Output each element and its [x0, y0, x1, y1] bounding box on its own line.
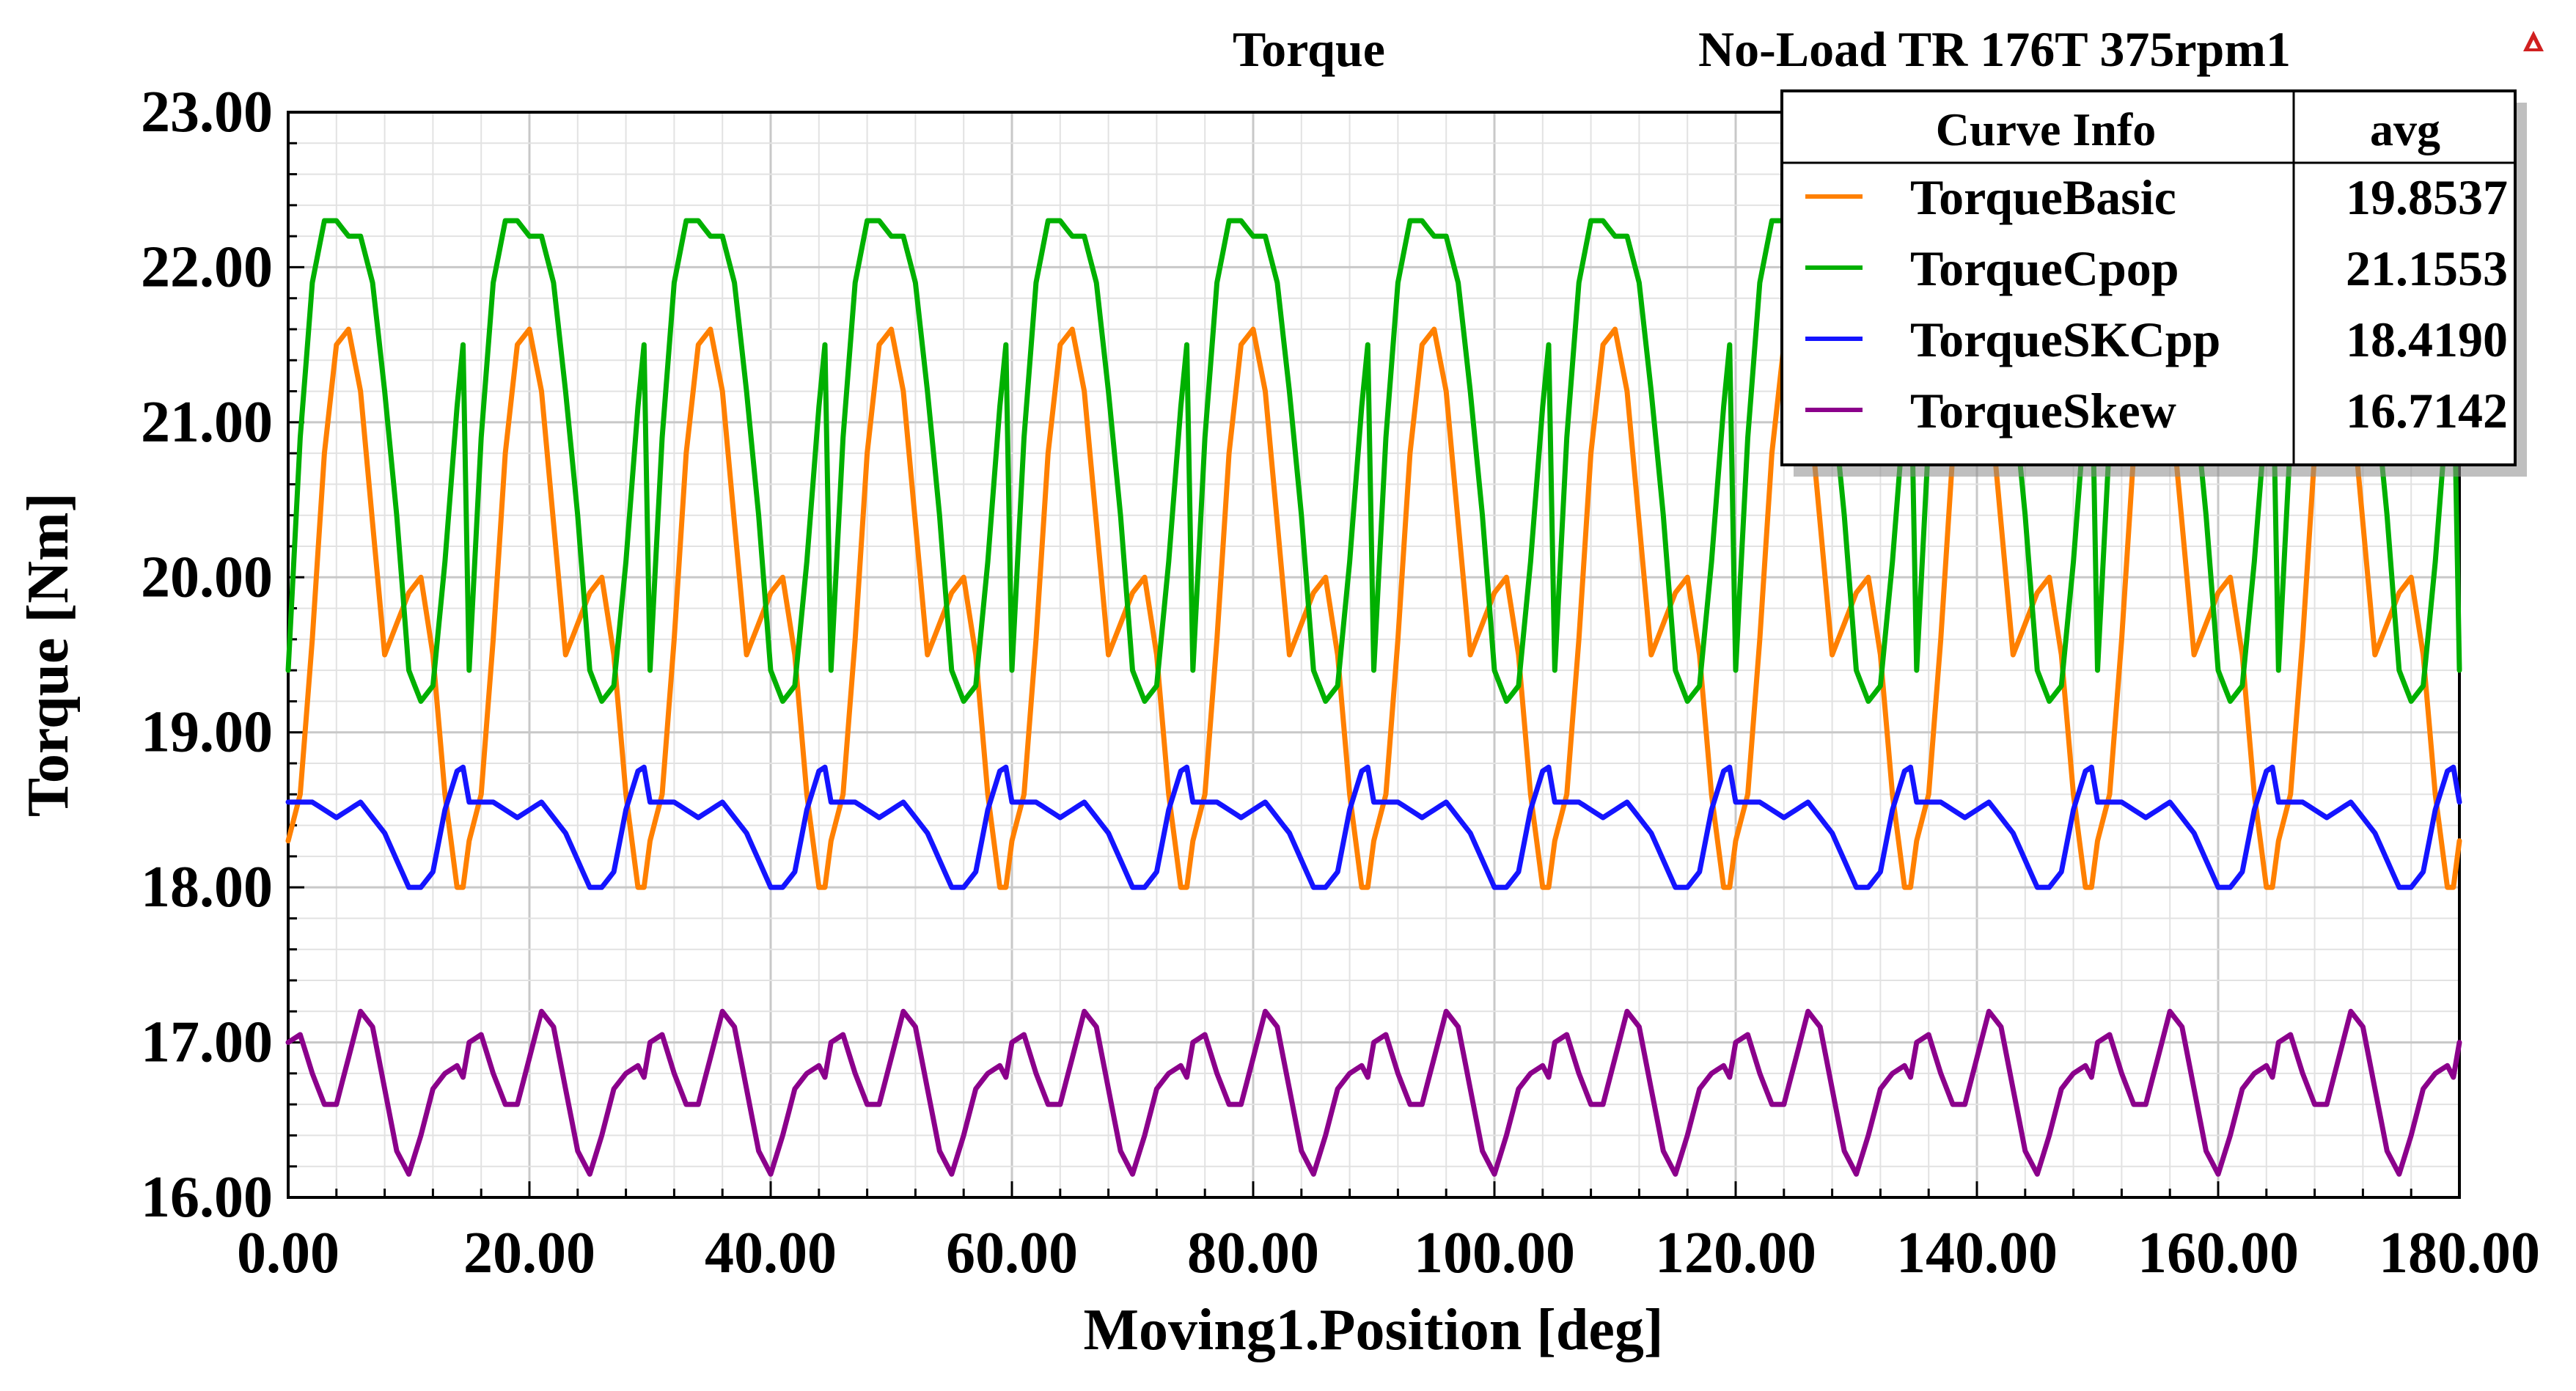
y-tick-label: 20.00	[141, 545, 273, 609]
x-tick-label: 60.00	[946, 1221, 1078, 1285]
legend-avg-TorqueSkew: 16.7142	[2346, 383, 2508, 438]
y-tick-labels: 16.00 17.00 18.00 19.00 20.00 21.00 22.00 23.00	[141, 80, 273, 1230]
legend-avg-TorqueCpop: 21.1553	[2346, 241, 2508, 296]
x-tick-label: 140.00	[1896, 1221, 2058, 1285]
legend-header-avg: avg	[2370, 103, 2440, 155]
x-tick-label: 20.00	[463, 1221, 595, 1285]
series-lines	[285, 218, 2462, 1177]
legend-avg-TorqueSKCpp: 18.4190	[2346, 312, 2508, 367]
series-TorqueSkew	[285, 1008, 2462, 1177]
x-tick-label: 180.00	[2379, 1221, 2540, 1285]
legend-box	[1780, 89, 2517, 466]
y-tick-label: 16.00	[141, 1165, 273, 1230]
x-tick-label: 80.00	[1187, 1221, 1319, 1285]
x-tick-labels: 0.00 20.00 40.00 60.00 80.00 100.00 120.00 140.…	[237, 1221, 2540, 1285]
x-tick-label: 40.00	[705, 1221, 837, 1285]
legend-name-TorqueSKCpp: TorqueSKCpp	[1910, 312, 2220, 367]
y-tick-label: 22.00	[141, 235, 273, 299]
axis-ticks	[287, 111, 2461, 1199]
x-axis-label: Moving1.Position [deg]	[1083, 1298, 1663, 1362]
series-TorqueCpop	[285, 218, 2462, 704]
legend-header-curve-info: Curve Info	[1936, 103, 2156, 155]
legend-name-TorqueSkew: TorqueSkew	[1910, 383, 2176, 438]
series-TorqueSKCpp	[285, 764, 2462, 890]
ansys-logo-icon	[2523, 31, 2544, 51]
chart-subtitle: No-Load TR 176T 375rpm1	[1698, 21, 2291, 77]
y-axis-label: Torque [Nm]	[16, 493, 81, 817]
series-TorqueBasic	[285, 326, 2462, 890]
legend-name-TorqueBasic: TorqueBasic	[1910, 169, 2176, 225]
y-tick-label: 18.00	[141, 855, 273, 920]
y-tick-label: 19.00	[141, 700, 273, 765]
x-tick-label: 160.00	[2138, 1221, 2299, 1285]
legend-avg-TorqueBasic: 19.8537	[2346, 169, 2508, 225]
legend-rows: TorqueBasic 19.8537 TorqueCpop 21.1553 Torqu…	[1805, 169, 2508, 438]
y-tick-label: 21.00	[141, 390, 273, 455]
chart-title: Torque	[1233, 21, 1385, 77]
x-tick-label: 0.00	[237, 1221, 340, 1285]
y-tick-label: 23.00	[141, 80, 273, 144]
x-tick-label: 120.00	[1655, 1221, 1816, 1285]
x-tick-label: 100.00	[1414, 1221, 1575, 1285]
legend-name-TorqueCpop: TorqueCpop	[1910, 241, 2179, 296]
y-tick-label: 17.00	[141, 1010, 273, 1075]
legend: Curve Info avg TorqueBasic 19.8537 TorqueC…	[1780, 89, 2527, 477]
